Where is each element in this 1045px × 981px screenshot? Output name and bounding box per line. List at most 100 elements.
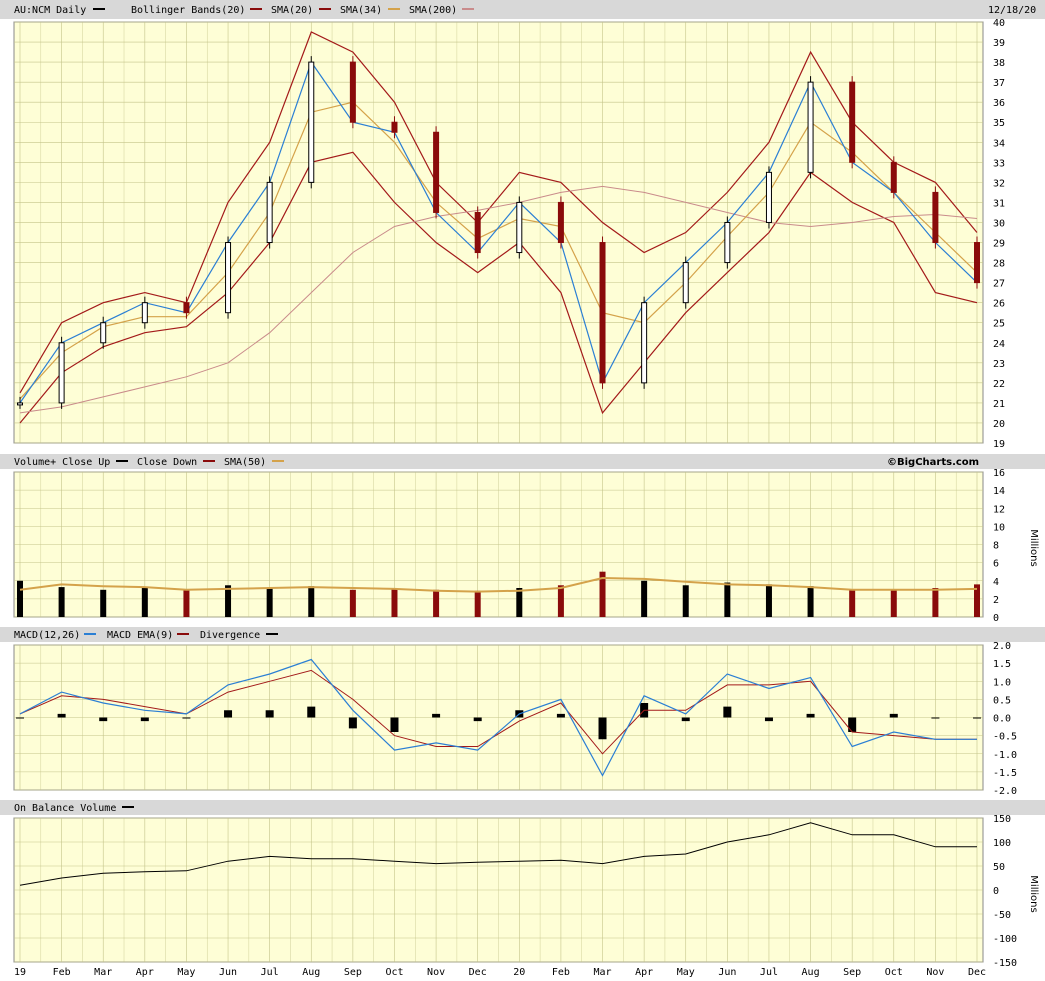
ytick-volume: 0: [993, 613, 999, 624]
volume-sma-label: SMA(50): [224, 457, 266, 468]
volume-bar: [474, 590, 481, 617]
ytick-price: 22: [993, 379, 1005, 390]
xtick-label: Feb: [552, 967, 570, 978]
macd-header-bar: [0, 627, 1045, 642]
price-candle: [141, 302, 148, 324]
macd-divergence-bar: [681, 717, 690, 722]
ytick-macd: 0.5: [993, 695, 1011, 706]
price-header-bar: [0, 0, 1045, 19]
volume-bar: [682, 585, 689, 617]
xtick-label: Jun: [718, 967, 736, 978]
bb-upper-line: [19, 31, 978, 394]
ytick-price: 33: [993, 158, 1005, 169]
ytick-macd: 0.0: [993, 714, 1011, 725]
price-candle: [807, 81, 814, 173]
sma200-label: SMA(200): [409, 5, 457, 16]
macd-divergence-bar: [182, 717, 191, 719]
xtick-label: Dec: [469, 967, 487, 978]
macd-divergence-bar: [99, 717, 108, 722]
macd-div-label: Divergence: [200, 630, 260, 641]
volume-bar: [308, 586, 315, 617]
volume-unit-label: Millions: [1028, 529, 1039, 566]
volume-bar: [100, 589, 107, 617]
macd-divergence-bar: [931, 717, 940, 719]
xtick-label: Jun: [219, 967, 237, 978]
xtick-label: Mar: [593, 967, 611, 978]
ytick-macd: -1.5: [993, 768, 1017, 779]
ytick-volume: 2: [993, 595, 999, 606]
brand-label: ©BigCharts.com: [887, 457, 979, 468]
xtick-label: Apr: [635, 967, 653, 978]
ytick-obv: 150: [993, 814, 1011, 825]
macd-divergence-bar: [723, 706, 732, 718]
ytick-price: 30: [993, 218, 1005, 229]
ytick-volume: 16: [993, 468, 1005, 479]
ytick-price: 36: [993, 98, 1005, 109]
ytick-price: 25: [993, 319, 1005, 330]
obv-header-bar: [0, 800, 1045, 815]
volume-bar: [557, 585, 564, 617]
volume-bar: [141, 588, 148, 617]
ytick-obv: 50: [993, 862, 1005, 873]
price-candle: [890, 161, 897, 193]
xtick-label: Nov: [926, 967, 944, 978]
ytick-price: 37: [993, 78, 1005, 89]
price-candle: [849, 81, 856, 163]
price-candle: [682, 262, 689, 304]
price-candle: [724, 221, 731, 264]
ytick-macd: 1.0: [993, 677, 1011, 688]
macd-divergence-bar: [265, 710, 274, 718]
volume-bar: [349, 589, 356, 617]
volume-bar: [433, 589, 440, 617]
ytick-price: 29: [993, 239, 1005, 250]
ytick-price: 24: [993, 339, 1005, 350]
macd-divergence-bar: [848, 717, 857, 732]
ytick-obv: 100: [993, 838, 1011, 849]
xtick-label: Aug: [802, 967, 820, 978]
macd-divergence-bar: [598, 717, 607, 740]
macd-divergence-bar: [16, 717, 24, 719]
ytick-price: 23: [993, 359, 1005, 370]
xtick-label: Jul: [261, 967, 279, 978]
volume-down-label: Close Down: [137, 457, 197, 468]
ytick-price: 21: [993, 399, 1005, 410]
xtick-label: Aug: [302, 967, 320, 978]
price-candle: [391, 121, 398, 133]
ytick-price: 20: [993, 419, 1005, 430]
xtick-label: Oct: [885, 967, 903, 978]
price-candle: [599, 242, 606, 384]
xtick-label: Dec: [968, 967, 986, 978]
ytick-volume: 4: [993, 577, 999, 588]
sma200-line: [19, 185, 978, 414]
obv-unit-label: Millions: [1028, 875, 1039, 912]
ytick-price: 39: [993, 38, 1005, 49]
volume-bar: [807, 586, 814, 617]
price-candle: [974, 242, 980, 284]
price-candle: [557, 201, 564, 244]
price-candle: [17, 402, 23, 406]
xtick-label: Nov: [427, 967, 445, 978]
ytick-volume: 6: [993, 559, 999, 570]
xtick-label: 19: [14, 967, 26, 978]
ytick-obv: -100: [993, 934, 1017, 945]
xtick-label: 20: [513, 967, 525, 978]
price-candle: [516, 201, 523, 254]
volume-sma-line: [19, 576, 978, 593]
price-candle: [100, 322, 107, 344]
xtick-label: Feb: [53, 967, 71, 978]
xtick-label: May: [177, 967, 195, 978]
price-candle: [266, 181, 273, 244]
ytick-price: 31: [993, 198, 1005, 209]
ytick-macd: 2.0: [993, 641, 1011, 652]
volume-bar: [225, 585, 232, 617]
ytick-volume: 10: [993, 522, 1005, 533]
ytick-volume: 14: [993, 486, 1005, 497]
macd-divergence-bar: [764, 717, 773, 722]
volume-up-label: Volume+ Close Up: [14, 457, 110, 468]
price-candle: [474, 211, 481, 254]
sma20-line: [19, 60, 978, 404]
obv-line: [19, 822, 977, 886]
ytick-price: 19: [993, 439, 1005, 450]
xtick-label: Jul: [760, 967, 778, 978]
macd-divergence-bar: [57, 713, 66, 718]
